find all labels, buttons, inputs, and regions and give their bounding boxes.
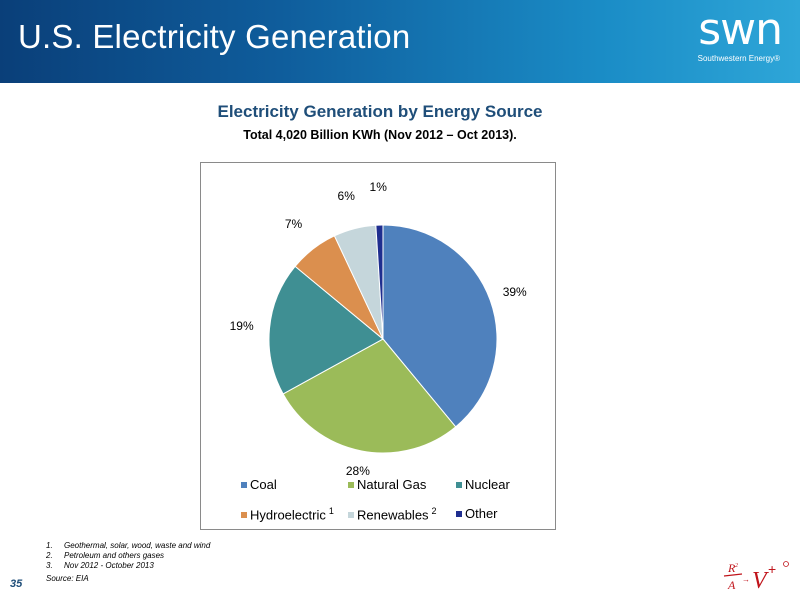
slice-label-natural-gas: 28% <box>345 463 370 478</box>
legend-label: Renewables <box>357 507 429 523</box>
legend-item-hydroelectric: Hydroelectric 1 <box>241 506 334 522</box>
pie-chart-frame: 39% 28% 19% 7% 6% 1% Coal Natural Gas Nuclear Hy… <box>200 162 556 530</box>
legend-swatch <box>241 511 247 518</box>
header-banner: U.S. Electricity Generation swn Southwes… <box>0 0 800 83</box>
legend-footnote-ref: 1 <box>328 506 334 516</box>
svg-text:+: + <box>768 561 776 577</box>
slice-label-renewables: 6% <box>337 188 355 203</box>
pie-slice-coal <box>382 224 498 428</box>
slice-label-other: 1% <box>369 180 387 195</box>
legend-item-nuclear: Nuclear <box>456 477 510 492</box>
legend-label: Other <box>465 506 498 521</box>
legend-swatch <box>456 481 462 488</box>
svg-text:2: 2 <box>735 563 738 569</box>
svg-text:A: A <box>727 578 736 592</box>
slice-label-hydroelectric: 7% <box>284 216 303 231</box>
footnotes: 1. Geothermal, solar, wood, waste and win… <box>46 541 210 584</box>
slice-label-coal: 39% <box>502 284 527 299</box>
legend-label: Nuclear <box>465 477 510 492</box>
chart-title: Electricity Generation by Energy Source <box>217 102 543 121</box>
logo-subtext: Southwestern Energy® <box>697 54 780 63</box>
page-number: 35 <box>10 578 23 590</box>
svg-text:→: → <box>742 575 750 584</box>
pie-slice-natural-gas <box>282 338 457 454</box>
legend-item-renewables: Renewables 2 <box>348 506 437 522</box>
legend-swatch <box>348 481 354 488</box>
legend-swatch <box>348 511 354 518</box>
company-logo: swn Southwestern Energy® <box>662 4 783 64</box>
legend-swatch <box>456 510 462 517</box>
logo-text: swn <box>698 4 783 55</box>
legend-label: Hydroelectric <box>250 507 326 523</box>
legend-label: Coal <box>250 477 277 492</box>
rav-logo-icon: R 2 A → V + <box>723 561 789 594</box>
page-title: U.S. Electricity Generation <box>18 18 411 55</box>
pie-slice-nuclear <box>268 265 384 395</box>
pie-slice-other <box>375 224 384 340</box>
footnote-2: 2. Petroleum and others gases <box>46 551 165 560</box>
slice-label-nuclear: 19% <box>229 318 254 333</box>
legend-item-coal: Coal <box>241 477 277 492</box>
legend-swatch <box>241 481 247 488</box>
legend-item-natural-gas: Natural Gas <box>348 477 426 492</box>
legend-item-other: Other <box>456 506 498 521</box>
legend-label: Natural Gas <box>357 477 427 492</box>
svg-text:R: R <box>727 561 736 575</box>
footnote-1: 1. Geothermal, solar, wood, waste and win… <box>46 541 211 550</box>
footnote-3: 3. Nov 2012 - October 2013 <box>46 561 154 570</box>
chart-subtitle: Total 4,020 Billion KWh (Nov 2012 – Oct … <box>243 128 517 142</box>
svg-text:V: V <box>752 568 769 594</box>
legend-footnote-ref: 2 <box>431 506 437 516</box>
pie-chart <box>268 224 498 454</box>
source-note: Source: EIA <box>46 574 89 583</box>
